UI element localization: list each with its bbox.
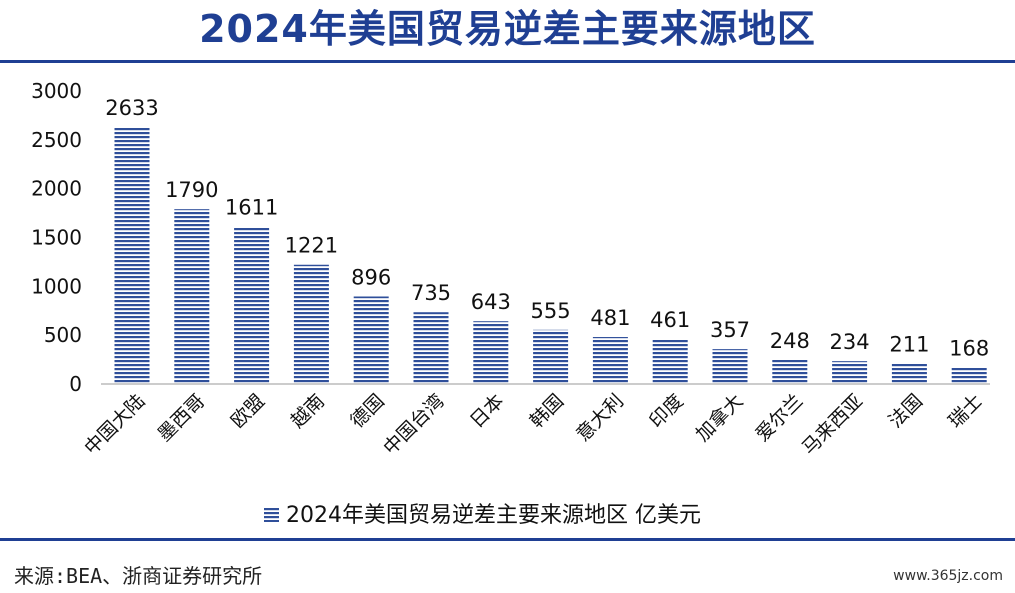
- bar: [114, 126, 150, 385]
- bar: [533, 329, 569, 384]
- data-label: 896: [351, 265, 391, 289]
- y-axis: 0 500 1000 1500 2000 2500 3000: [31, 79, 82, 396]
- x-tick-label: 印度: [645, 390, 687, 432]
- legend: 2024年美国贸易逆差主要来源地区 亿美元: [264, 503, 701, 528]
- y-tick-label: 3000: [31, 79, 82, 103]
- x-tick-label: 爱尔兰: [751, 390, 807, 446]
- x-tick-label: 欧盟: [227, 390, 269, 432]
- x-tick-label: 法国: [884, 390, 926, 432]
- x-tick-label: 马来西亚: [798, 390, 867, 459]
- legend-label: 2024年美国贸易逆差主要来源地区 亿美元: [286, 503, 701, 528]
- x-tick-label: 墨西哥: [153, 390, 209, 446]
- chart-title: 2024年美国贸易逆差主要来源地区: [199, 7, 816, 51]
- x-tick-label: 日本: [466, 390, 508, 432]
- x-tick-label: 韩国: [526, 390, 568, 432]
- title-divider: [0, 60, 1015, 63]
- x-tick-label: 瑞士: [944, 390, 986, 432]
- data-label: 234: [830, 330, 870, 354]
- x-tick-label: 中国大陆: [80, 390, 149, 459]
- data-label: 248: [770, 329, 810, 353]
- bar: [174, 209, 210, 384]
- watermark: www.365jz.com: [893, 568, 1003, 584]
- bar: [293, 264, 329, 384]
- x-tick-label: 德国: [346, 390, 388, 432]
- bar: [832, 361, 868, 384]
- data-label: 357: [710, 318, 750, 342]
- y-tick-label: 1500: [31, 226, 82, 250]
- y-tick-label: 2000: [31, 177, 82, 201]
- y-tick-label: 0: [69, 372, 82, 396]
- data-label: 643: [471, 290, 511, 314]
- data-label: 1221: [285, 234, 338, 258]
- footer-divider: [0, 538, 1015, 541]
- data-label: 1611: [225, 196, 278, 220]
- legend-swatch: [264, 508, 279, 522]
- bars: 2633 1790 1611 1221 896 735 643 555 481 461 357 248…: [101, 96, 990, 385]
- bar: [951, 367, 987, 384]
- bar: [772, 359, 808, 384]
- data-label: 168: [949, 337, 989, 361]
- data-label: 555: [531, 299, 571, 323]
- bar: [712, 349, 748, 384]
- x-tick-label: 中国台湾: [379, 390, 448, 459]
- y-tick-label: 500: [44, 323, 82, 347]
- data-label: 735: [411, 281, 451, 305]
- bar: [891, 363, 927, 384]
- bar-chart: 0 500 1000 1500 2000 2500 3000 2633 1790 1611 122…: [31, 79, 990, 528]
- bar: [592, 337, 628, 384]
- data-label: 1790: [165, 178, 218, 202]
- data-label: 481: [590, 306, 630, 330]
- y-tick-label: 1000: [31, 274, 82, 298]
- x-tick-label: 意大利: [572, 390, 628, 446]
- data-label: 2633: [105, 96, 158, 120]
- y-tick-label: 2500: [31, 128, 82, 152]
- bar: [652, 338, 688, 384]
- bar: [413, 312, 449, 384]
- bar: [234, 226, 270, 384]
- data-label: 211: [889, 332, 929, 356]
- data-label: 461: [650, 308, 690, 332]
- bar: [353, 296, 389, 384]
- x-tick-label: 加拿大: [691, 389, 748, 446]
- source-note: 来源:BEA、浙商证券研究所: [14, 564, 263, 588]
- x-tick-label: 越南: [286, 390, 328, 432]
- bar: [473, 321, 509, 384]
